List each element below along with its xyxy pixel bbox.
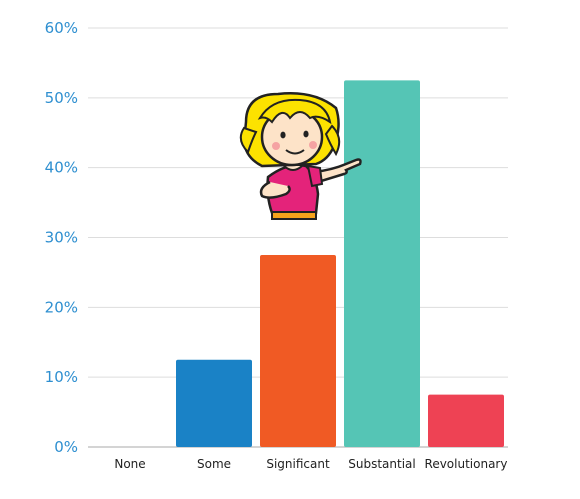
x-tick-label: Substantial — [348, 457, 415, 471]
bar-some — [176, 359, 252, 447]
x-axis-ticks: None Some Significant Substantial Revolution… — [114, 457, 507, 471]
bars — [176, 80, 504, 447]
y-tick-label: 20% — [45, 298, 78, 316]
bar-significant — [260, 254, 336, 447]
x-tick-label: Significant — [266, 457, 330, 471]
y-tick-label: 30% — [45, 229, 78, 247]
x-tick-label: Some — [197, 457, 231, 471]
bar-revolutionary — [428, 394, 504, 447]
y-tick-label: 10% — [45, 368, 78, 386]
y-tick-label: 0% — [54, 438, 78, 456]
y-tick-label: 50% — [45, 89, 78, 107]
x-tick-label: None — [114, 457, 145, 471]
bar-substantial — [344, 80, 420, 447]
y-tick-label: 40% — [45, 159, 78, 177]
x-tick-label: Revolutionary — [425, 457, 508, 471]
cartoon-girl-pointing-icon — [239, 92, 362, 220]
y-tick-label: 60% — [45, 19, 78, 37]
y-axis-ticks: 0% 10% 20% 30% 40% 50% 60% — [45, 19, 78, 456]
